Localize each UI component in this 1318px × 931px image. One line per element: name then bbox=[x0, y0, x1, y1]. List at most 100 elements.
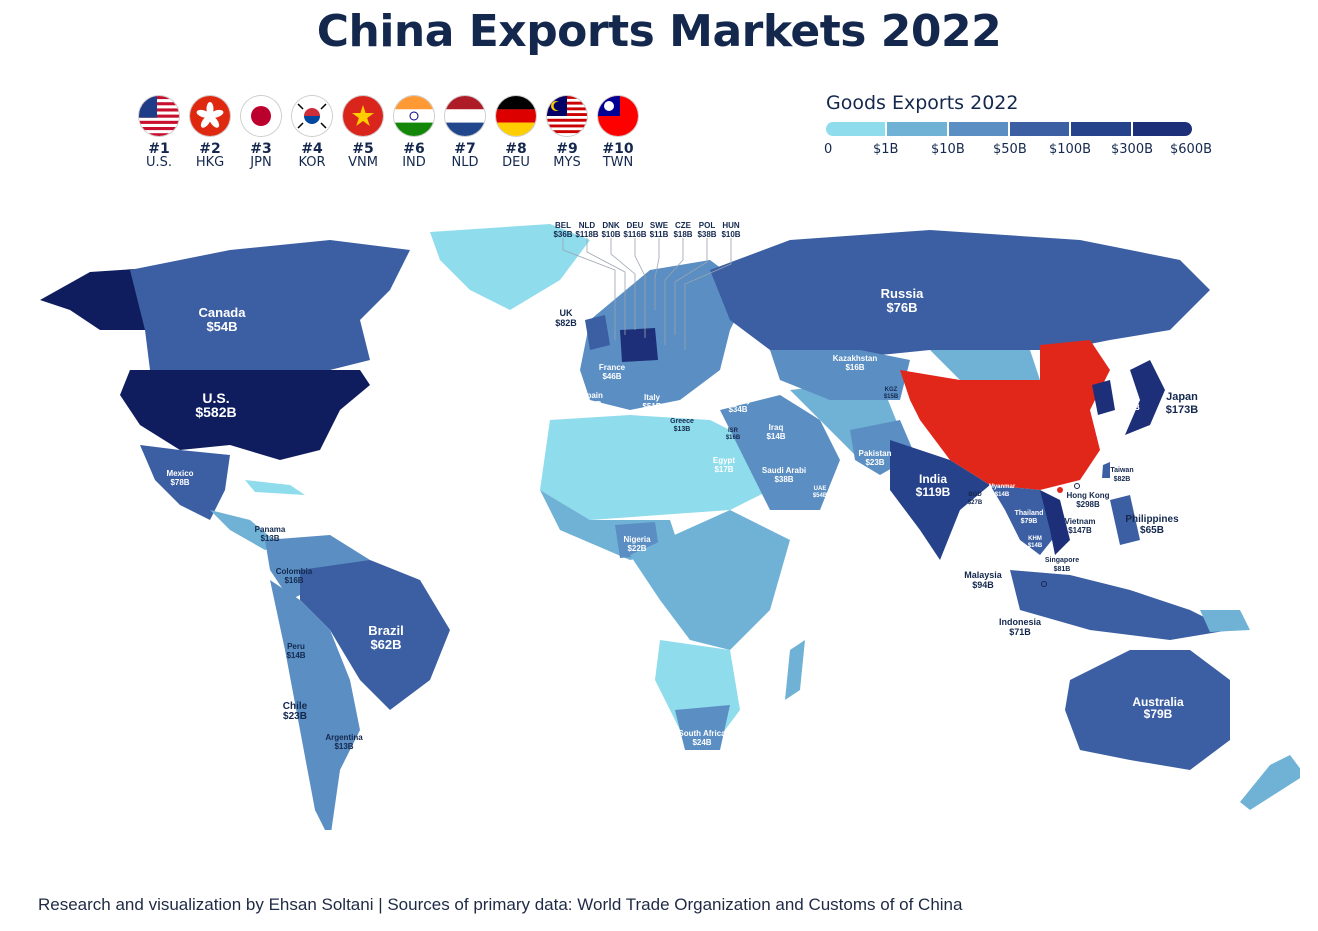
label-australia-value: $79B bbox=[1144, 707, 1173, 721]
legend-swatch-3 bbox=[1009, 122, 1072, 136]
region-madagascar bbox=[785, 640, 805, 700]
label-india-name: India bbox=[919, 472, 947, 486]
region-malaysia-indonesia bbox=[1010, 570, 1230, 640]
region-new-zealand bbox=[1240, 755, 1300, 810]
label-philippines-name: Philippines bbox=[1125, 514, 1179, 525]
country-labels-small-light: Mexico $78B France $46B Spain $42B Turke… bbox=[166, 354, 1140, 747]
europe-callout-lines bbox=[562, 238, 732, 350]
region-philippines bbox=[1110, 495, 1140, 545]
legend-swatch-0 bbox=[826, 122, 888, 136]
callout-value: $116B bbox=[623, 230, 646, 239]
label-thailand-value: $79B bbox=[1021, 518, 1038, 525]
flag-item-ind: #6 IND bbox=[387, 96, 441, 170]
world-map: BEL $36B NLD $118B DNK $10B DEU $116B SW… bbox=[40, 221, 1300, 830]
label-malaysia-name: Malaysia bbox=[964, 570, 1003, 580]
callout-code: DEU bbox=[627, 221, 644, 230]
label-kgz-value: $15B bbox=[884, 394, 899, 400]
label-panama-name: Panama bbox=[255, 525, 286, 534]
flag-rank: #9 bbox=[556, 141, 578, 157]
color-legend: Goods Exports 2022 0 $1B $10B $50B $100B… bbox=[824, 92, 1246, 162]
flag-rank: #7 bbox=[454, 141, 476, 157]
label-saudi-name: Saudi Arabi bbox=[762, 466, 806, 475]
region-north-africa bbox=[540, 415, 770, 520]
label-argentina-value: $13B bbox=[334, 742, 353, 751]
hong-kong-marker bbox=[1057, 487, 1063, 493]
flag-code: KOR bbox=[298, 155, 326, 170]
region-india bbox=[890, 440, 990, 560]
callout-code: SWE bbox=[650, 221, 669, 230]
label-hongkong-name: Hong Kong bbox=[1066, 491, 1109, 500]
flag-item-kor: #4 KOR bbox=[285, 96, 339, 170]
label-france-name: France bbox=[599, 363, 626, 372]
region-central-africa bbox=[630, 510, 790, 650]
label-uk-name: UK bbox=[560, 308, 573, 318]
callout-code: POL bbox=[699, 221, 716, 230]
label-indonesia-value: $71B bbox=[1009, 627, 1031, 637]
region-us bbox=[120, 370, 370, 460]
legend-color-bar bbox=[826, 122, 1192, 136]
label-russia-value: $76B bbox=[886, 300, 917, 315]
page-title: China Exports Markets 2022 bbox=[316, 6, 1002, 57]
legend-tick: $300B bbox=[1111, 142, 1154, 157]
label-hongkong-value: $298B bbox=[1076, 500, 1100, 509]
label-bgd-name: BGD bbox=[968, 492, 982, 498]
taiwan-marker bbox=[1074, 483, 1080, 489]
region-japan bbox=[1125, 360, 1165, 435]
callout-value: $10B bbox=[601, 230, 620, 239]
flag-rank: #2 bbox=[199, 141, 221, 157]
label-singapore-name: Singapore bbox=[1045, 557, 1079, 564]
label-kazakhstan-value: $16B bbox=[845, 363, 864, 372]
callout-value: $10B bbox=[721, 230, 740, 239]
label-turkey-name: Turkey bbox=[725, 396, 751, 405]
label-singapore-value: $81B bbox=[1054, 566, 1071, 573]
label-pakistan-name: Pakistan bbox=[859, 449, 892, 458]
region-vietnam bbox=[1040, 490, 1070, 555]
us-flag-icon bbox=[139, 96, 179, 136]
europe-callouts: BEL $36B NLD $118B DNK $10B DEU $116B SW… bbox=[553, 221, 740, 239]
label-korea-name: Korea bbox=[1117, 393, 1140, 402]
label-japan-value: $173B bbox=[1166, 404, 1198, 416]
label-canada-name: Canada bbox=[199, 305, 247, 320]
label-chile-name: Chile bbox=[283, 701, 308, 712]
legend-tick: $10B bbox=[931, 142, 965, 157]
legend-title: Goods Exports 2022 bbox=[826, 92, 1019, 114]
label-kgz-name: KGZ bbox=[885, 387, 898, 393]
region-taiwan bbox=[1102, 462, 1110, 478]
legend-swatch-1 bbox=[887, 122, 949, 136]
label-turkey-value: $34B bbox=[728, 405, 747, 414]
legend-tick: $1B bbox=[873, 142, 899, 157]
region-south-africa bbox=[675, 705, 730, 750]
label-southafrica-value: $24B bbox=[692, 738, 711, 747]
legend-swatch-5 bbox=[1132, 122, 1192, 136]
label-malaysia-value: $94B bbox=[972, 580, 994, 590]
region-andes bbox=[270, 580, 360, 830]
flag-rank: #6 bbox=[403, 141, 425, 157]
label-mexico-value: $78B bbox=[170, 478, 189, 487]
legend-ticks: 0 $1B $10B $50B $100B $300B $600B bbox=[824, 142, 1246, 162]
region-germany-netherlands bbox=[620, 328, 658, 362]
label-spain-value: $42B bbox=[582, 400, 601, 409]
flag-item-vnm: #5 VNM bbox=[336, 96, 390, 170]
label-saudi-value: $38B bbox=[774, 475, 793, 484]
region-greenland bbox=[430, 224, 590, 310]
legend-tick: $600B bbox=[1170, 142, 1213, 157]
region-mongolia bbox=[930, 350, 1040, 380]
region-southeast-asia bbox=[990, 485, 1060, 555]
label-spain-name: Spain bbox=[581, 391, 603, 400]
label-peru-value: $14B bbox=[286, 651, 305, 660]
callout-value: $11B bbox=[650, 230, 669, 239]
flag-item-jpn: #3 JPN bbox=[234, 96, 288, 170]
label-australia-name: Australia bbox=[1132, 695, 1184, 709]
label-khm-name: KHM bbox=[1028, 536, 1042, 542]
label-uae-value: $54B bbox=[813, 493, 828, 499]
label-us-name: U.S. bbox=[202, 390, 229, 406]
flag-code: U.S. bbox=[145, 155, 173, 170]
label-brazil-name: Brazil bbox=[368, 623, 403, 638]
flag-code: VNM bbox=[348, 155, 378, 170]
label-philippines-value: $65B bbox=[1140, 525, 1164, 536]
flag-code: DEU bbox=[502, 155, 530, 170]
label-brazil-value: $62B bbox=[370, 637, 401, 652]
label-southafrica-name: South Africa bbox=[678, 729, 726, 738]
legend-tick: $50B bbox=[993, 142, 1027, 157]
label-isr-name: ISR bbox=[728, 428, 739, 434]
